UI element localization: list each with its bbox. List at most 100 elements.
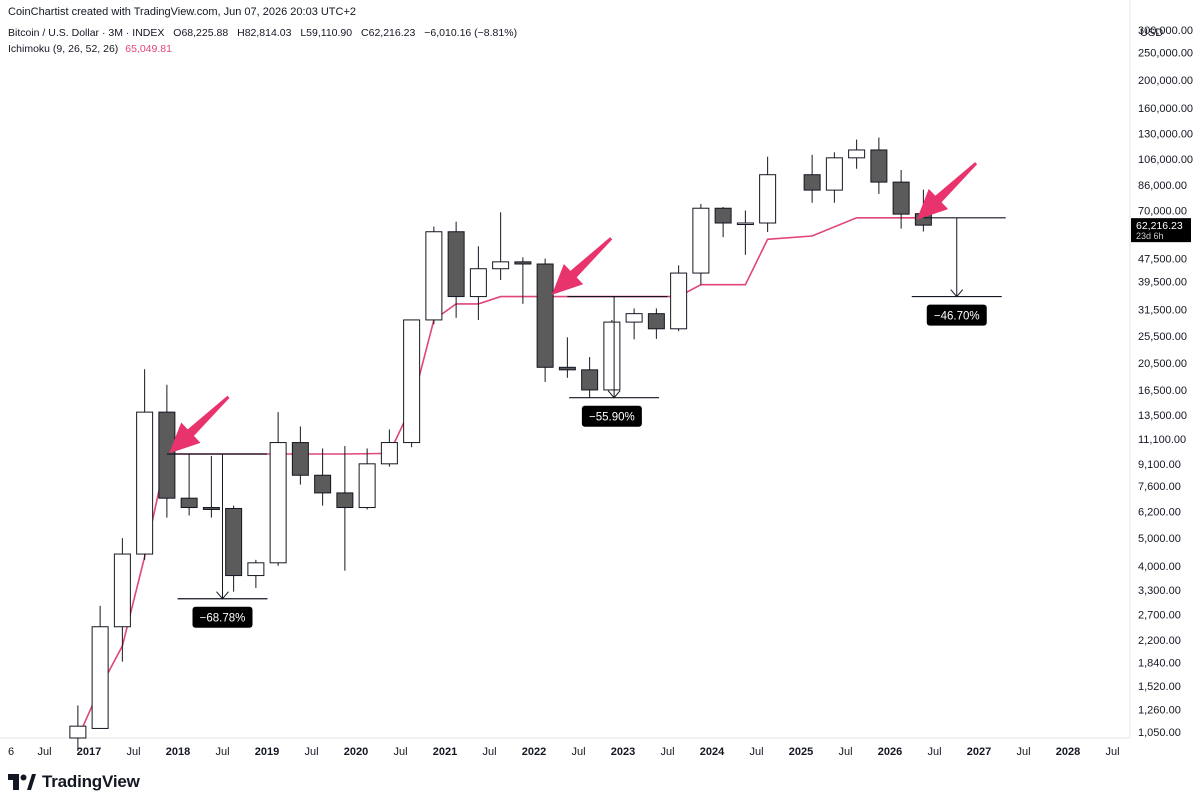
candle xyxy=(803,154,821,203)
price-axis-tick: 1,840.00 xyxy=(1138,657,1181,669)
price-axis-tick: 106,000.00 xyxy=(1138,154,1193,166)
price-axis-tick: 9,100.00 xyxy=(1138,459,1181,471)
symbol-name[interactable]: Bitcoin / U.S. Dollar · 3M · INDEX xyxy=(8,27,165,39)
price-axis-tick: 3,300.00 xyxy=(1138,585,1181,597)
indicator-legend: Ichimoku (9, 26, 52, 26) 65,049.81 xyxy=(8,43,908,55)
candle-body xyxy=(314,474,332,494)
price-axis-tick: 47,500.00 xyxy=(1138,254,1187,266)
ohlc-change: −6,010.16 (−8.81%) xyxy=(424,27,518,39)
time-axis-tick: 2017 xyxy=(77,746,101,758)
time-axis-tick: 2018 xyxy=(166,746,190,758)
candle xyxy=(581,357,599,398)
last-price-label: 62,216.23 xyxy=(1136,220,1183,232)
candle-body xyxy=(625,313,643,323)
candle-body xyxy=(158,411,176,499)
candle-body xyxy=(692,207,710,274)
time-axis-tick: 6 xyxy=(8,746,14,758)
candle-body xyxy=(336,492,354,509)
candle-body xyxy=(269,442,287,564)
candle xyxy=(848,139,866,169)
candle-body xyxy=(247,562,265,577)
candle xyxy=(603,319,621,391)
candle xyxy=(870,137,888,194)
candle xyxy=(714,207,732,238)
time-axis-tick: 2028 xyxy=(1056,746,1080,758)
candle-body xyxy=(514,261,532,265)
time-axis-tick: Jul xyxy=(126,746,140,758)
candle xyxy=(158,384,176,518)
price-axis-tick: 200,000.00 xyxy=(1138,75,1193,87)
price-axis-tick: 11,100.00 xyxy=(1138,434,1186,446)
candle-body xyxy=(892,181,910,215)
time-axis-tick: Jul xyxy=(393,746,407,758)
drawdown-annotation: −68.78% xyxy=(166,453,268,628)
price-axis-tick: 5,000.00 xyxy=(1138,533,1181,545)
candle xyxy=(492,212,510,280)
candle-body xyxy=(736,222,754,226)
candle xyxy=(736,210,754,255)
price-axis-tick: 300,000.00 xyxy=(1138,25,1193,37)
price-axis-tick: 25,500.00 xyxy=(1138,331,1187,343)
drawdown-label: −68.78% xyxy=(200,613,246,625)
candle xyxy=(69,705,87,752)
candle xyxy=(403,319,421,448)
drawdown-label-box xyxy=(192,606,253,628)
candle-body xyxy=(425,231,443,321)
time-axis-tick: 2024 xyxy=(700,746,725,758)
price-axis-tick: 39,500.00 xyxy=(1138,277,1187,289)
price-axis-tick: 250,000.00 xyxy=(1138,47,1193,59)
candle-body xyxy=(91,626,109,729)
candle xyxy=(670,265,688,332)
ichimoku-value: 65,049.81 xyxy=(125,43,172,55)
candle xyxy=(447,221,465,318)
ichimoku-label[interactable]: Ichimoku (9, 26, 52, 26) xyxy=(8,43,119,55)
ohlc-high: H82,814.03 xyxy=(237,27,292,39)
candle-body xyxy=(870,149,888,183)
symbol-legend: Bitcoin / U.S. Dollar · 3M · INDEX O68,2… xyxy=(8,27,908,39)
candle xyxy=(91,605,109,729)
drawdown-annotation: −46.70% xyxy=(911,217,1006,326)
ohlc-low: L59,110.90 xyxy=(300,27,353,39)
candle xyxy=(180,453,198,516)
candle xyxy=(825,152,843,203)
drawdown-label-box xyxy=(581,405,642,427)
time-axis-tick: 2027 xyxy=(967,746,991,758)
time-axis-tick: 2022 xyxy=(522,746,546,758)
candle xyxy=(358,448,376,510)
drawdown-arrow-head xyxy=(607,390,621,399)
candle-body xyxy=(647,313,665,330)
last-price-tag-box xyxy=(1131,218,1191,243)
tradingview-logo[interactable]: TradingView xyxy=(8,772,140,792)
candle xyxy=(692,203,710,285)
candle xyxy=(380,429,398,467)
candle-body xyxy=(113,553,131,628)
chart-header: CoinChartist created with TradingView.co… xyxy=(8,6,908,55)
candle-body xyxy=(848,149,866,159)
time-axis-tick: Jul xyxy=(660,746,674,758)
candle-body xyxy=(202,507,220,510)
price-axis-tick: 160,000.00 xyxy=(1138,103,1193,115)
time-axis-tick: 2021 xyxy=(433,746,457,758)
candle xyxy=(892,170,910,229)
candle xyxy=(336,446,354,571)
candle xyxy=(759,156,777,232)
highlight-arrow xyxy=(916,162,978,220)
time-axis-tick: 2026 xyxy=(878,746,902,758)
drawdown-label-box xyxy=(926,304,987,326)
candle xyxy=(314,448,332,506)
drawdown-arrow-head xyxy=(216,591,229,600)
candle-body xyxy=(825,157,843,191)
time-axis-tick: Jul xyxy=(1105,746,1119,758)
logo-text: TradingView xyxy=(42,772,140,791)
price-axis-tick: 1,050.00 xyxy=(1138,727,1181,739)
time-axis-tick: Jul xyxy=(482,746,496,758)
price-axis-tick: 1,520.00 xyxy=(1138,681,1181,693)
time-axis-tick: Jul xyxy=(571,746,585,758)
drawdown-label: −46.70% xyxy=(934,311,980,323)
price-axis-tick: 7,600.00 xyxy=(1138,481,1181,493)
candle-body xyxy=(469,268,487,298)
drawdown-label: −55.90% xyxy=(589,412,635,424)
candle-body xyxy=(670,272,688,330)
